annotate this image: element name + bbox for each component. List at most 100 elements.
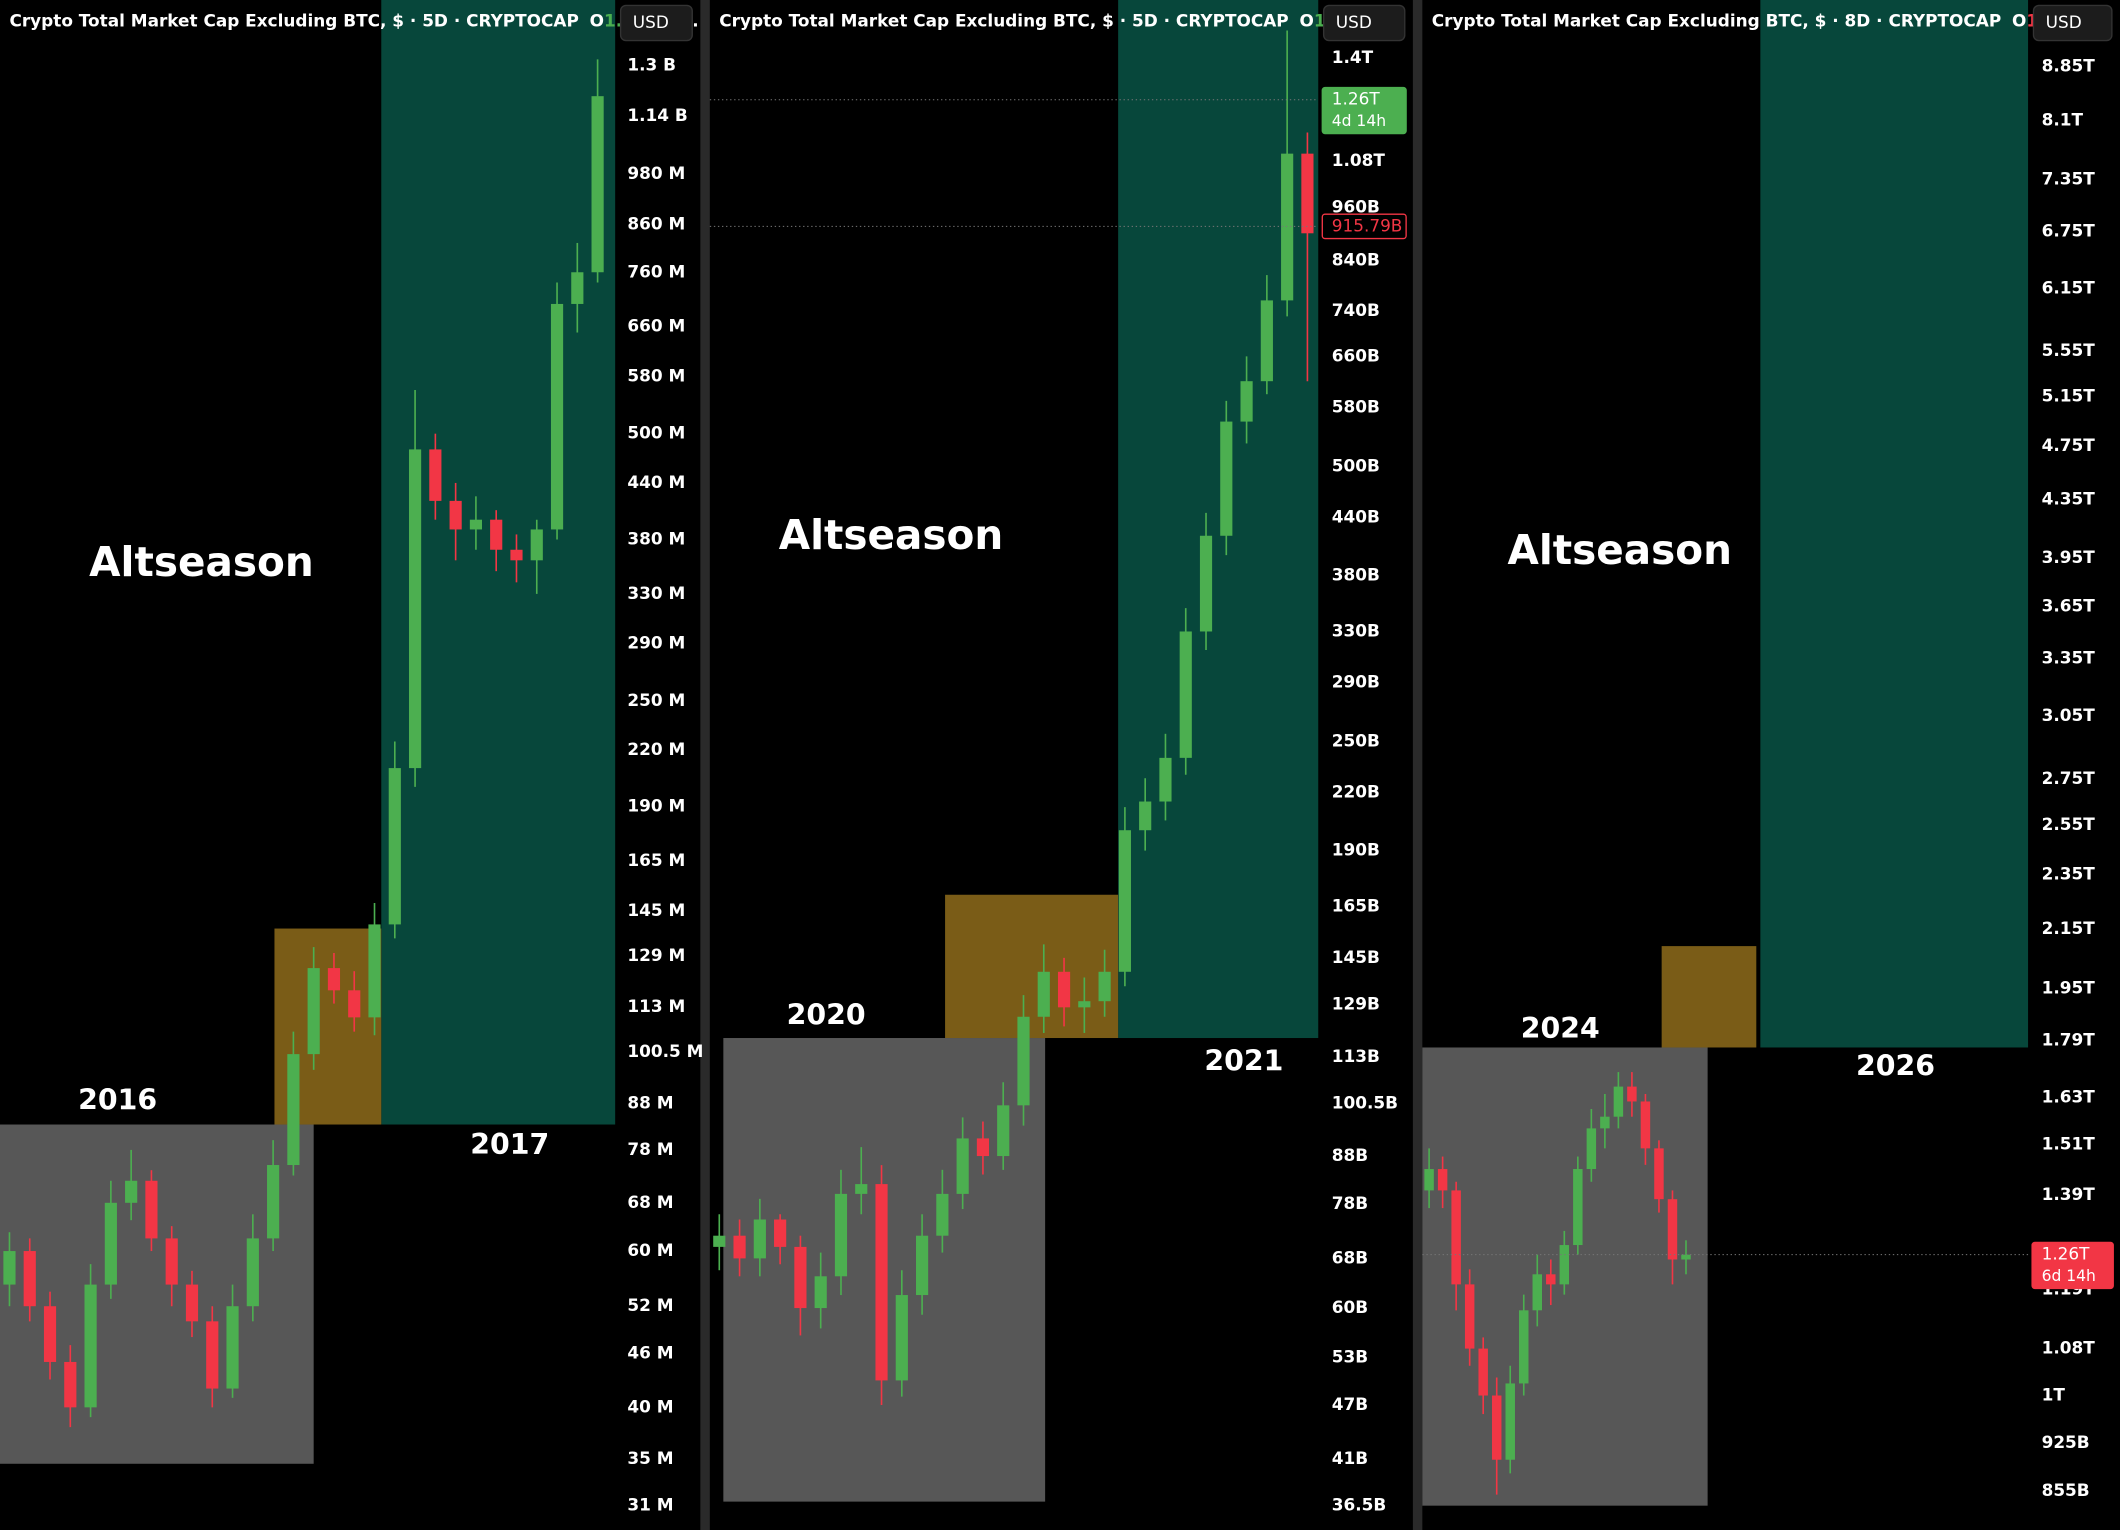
candle-body (936, 1193, 949, 1236)
highlight-zone (945, 894, 1119, 1039)
chart-header: Crypto Total Market Cap Excluding BTC, $… (1432, 11, 2096, 31)
y-tick-label: 5.15T (2042, 386, 2096, 406)
header-title: Crypto Total Market Cap Excluding BTC, $… (1432, 11, 2001, 31)
candle-body (1573, 1169, 1583, 1246)
y-tick-label: 290B (1332, 672, 1380, 692)
candle-body (125, 1180, 138, 1203)
y-tick-label: 31 M (627, 1495, 673, 1515)
header-open-label: O (590, 11, 604, 31)
y-tick-label: 8.85T (2042, 55, 2096, 75)
candle-body (1017, 1016, 1030, 1106)
y-tick-label: 3.95T (2042, 547, 2096, 567)
header-title: Crypto Total Market Cap Excluding BTC, $… (9, 11, 578, 31)
candle-body (530, 529, 543, 561)
currency-button (619, 4, 693, 42)
candle-body (1179, 631, 1192, 758)
candle-body (1220, 421, 1233, 536)
candle-body (246, 1238, 259, 1307)
y-tick-label: 129B (1332, 993, 1380, 1013)
candle-body (1464, 1284, 1475, 1349)
y-tick-label: 1.95T (2042, 977, 2096, 997)
y-tick-label: 1.51T (2042, 1133, 2096, 1153)
y-tick-label: 145B (1332, 947, 1380, 967)
candle-body (327, 968, 341, 991)
y-tick-label: 36.5B (1332, 1494, 1387, 1514)
candle-body (591, 96, 604, 273)
highlight-zone (1661, 946, 1757, 1048)
candle-body (64, 1361, 77, 1408)
candle-body (1281, 153, 1294, 301)
y-tick-label: 860 M (627, 214, 685, 234)
currency-button (2032, 4, 2113, 42)
y-tick-label: 330B (1332, 620, 1380, 640)
y-tick-label: 2.35T (2042, 864, 2096, 884)
currency-button (1322, 4, 1406, 42)
price-label: 1.26T (2042, 1244, 2091, 1264)
candle-body (1491, 1395, 1502, 1460)
candle-body (1505, 1383, 1515, 1460)
candle-body (287, 1054, 300, 1166)
y-tick-label: 190B (1332, 840, 1380, 860)
y-tick-label: 250 M (627, 690, 685, 710)
candle-body (469, 519, 483, 530)
y-tick-label: 88 M (627, 1092, 673, 1112)
candle-body (753, 1219, 766, 1259)
y-tick-label: 6.75T (2042, 221, 2096, 241)
candle-body (1037, 971, 1050, 1017)
y-tick-label: 165 M (627, 850, 685, 870)
year-label: 2024 (1521, 1012, 1600, 1045)
candle-body (348, 990, 361, 1018)
y-tick-label: 660 M (627, 316, 685, 336)
candle-body (1613, 1086, 1624, 1117)
y-tick-label: 250B (1332, 731, 1380, 751)
highlight-zone (1760, 0, 2029, 1048)
currency-label: USD (633, 12, 669, 32)
price-label: 1.26T (1332, 89, 1381, 109)
y-tick-label: 4.35T (2042, 488, 2096, 508)
chart-header: Crypto Total Market Cap Excluding BTC, $… (719, 11, 1383, 31)
y-tick-label: 145 M (627, 900, 685, 920)
candle-body (1451, 1190, 1461, 1285)
candle-body (368, 924, 381, 1018)
y-tick-label: 980 M (627, 163, 685, 183)
panel-separator (1412, 0, 1423, 1530)
candle-body (1260, 300, 1273, 382)
year-label: 2016 (78, 1084, 157, 1117)
candle-body (1159, 757, 1172, 802)
y-tick-label: 380 M (627, 528, 685, 548)
candle-body (1139, 801, 1152, 831)
y-tick-label: 330 M (627, 583, 685, 603)
candle-body (1057, 971, 1071, 1008)
y-tick-label: 1.4T (1332, 47, 1374, 67)
y-tick-label: 1.63T (2042, 1087, 2096, 1107)
y-tick-label: 41B (1332, 1448, 1368, 1468)
candle-body (449, 500, 462, 530)
y-tick-label: 740B (1332, 300, 1380, 320)
candle-body (997, 1105, 1010, 1157)
highlight-zone (0, 1124, 314, 1464)
y-tick-label: 113B (1332, 1046, 1380, 1066)
candle-body (1519, 1310, 1529, 1384)
y-tick-label: 1T (2042, 1385, 2066, 1405)
candle-body (165, 1238, 178, 1285)
candle-body (774, 1219, 787, 1247)
year-label: 2026 (1856, 1050, 1935, 1083)
y-tick-label: 190 M (627, 796, 685, 816)
header-open-label: O (2012, 11, 2026, 31)
y-tick-label: 52 M (627, 1295, 673, 1315)
y-tick-label: 2.75T (2042, 768, 2096, 788)
candle-body (1600, 1116, 1610, 1129)
price-countdown: 6d 14h (2042, 1267, 2096, 1285)
candle-body (1118, 830, 1131, 972)
candle-body (1627, 1086, 1637, 1102)
y-tick-label: 290 M (627, 633, 685, 653)
price-label: 915.79B (1332, 215, 1403, 235)
currency-label: USD (2046, 12, 2082, 32)
y-tick-label: 35 M (627, 1448, 673, 1468)
candle-body (1240, 381, 1253, 422)
y-tick-label: 580B (1332, 397, 1380, 417)
y-tick-label: 78 M (627, 1139, 673, 1159)
price-label-box (1321, 86, 1407, 135)
y-tick-label: 925B (2042, 1432, 2090, 1452)
